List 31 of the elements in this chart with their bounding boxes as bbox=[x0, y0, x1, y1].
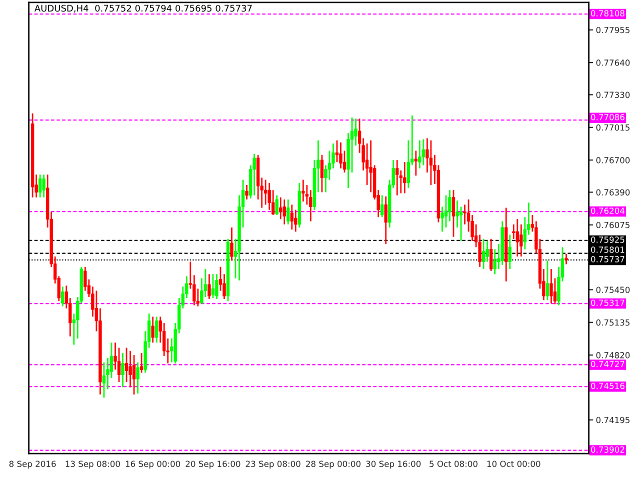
x-tick-label: 20 Sep 16:00 bbox=[186, 460, 240, 469]
x-tick-label: 10 Oct 00:00 bbox=[487, 460, 540, 467]
y-tick-label: 0.77640 bbox=[596, 60, 630, 66]
x-tick-label: 23 Sep 08:00 bbox=[246, 460, 300, 469]
y-tick-label: 0.74820 bbox=[596, 352, 630, 358]
y-tick-label: 0.77955 bbox=[596, 26, 630, 34]
y-tick-label: 0.75135 bbox=[596, 319, 630, 326]
y-tick-label: 0.76075 bbox=[596, 222, 630, 228]
x-tick-label: 30 Sep 16:00 bbox=[366, 460, 421, 469]
ref-line-label: 0.74516 bbox=[591, 382, 624, 390]
x-tick-label: 5 Oct 08:00 bbox=[430, 460, 478, 467]
ref-line-label: 0.75737 bbox=[591, 256, 624, 262]
chart-title: AUDUSD,H4 0.75752 0.75794 0.75695 0.75737 bbox=[34, 4, 252, 13]
y-tick-label: 0.76390 bbox=[596, 189, 630, 196]
ref-line-label: 0.73902 bbox=[591, 446, 624, 453]
x-tick-label: 28 Sep 00:00 bbox=[306, 460, 360, 469]
ref-line-label: 0.74727 bbox=[591, 360, 624, 368]
ref-line-label: 0.77086 bbox=[591, 114, 624, 120]
ref-line-label: 0.78108 bbox=[591, 10, 624, 16]
ref-line-label: 0.75801 bbox=[591, 246, 624, 253]
ref-line-label: 0.76204 bbox=[591, 208, 624, 214]
y-tick-label: 0.77015 bbox=[596, 124, 630, 131]
ref-line-label: 0.75317 bbox=[591, 300, 624, 306]
x-tick-label: 8 Sep 2016 bbox=[9, 460, 56, 469]
y-tick-label: 0.77330 bbox=[596, 92, 630, 98]
y-tick-label: 0.75450 bbox=[596, 286, 630, 293]
x-tick-label: 16 Sep 00:00 bbox=[126, 460, 180, 469]
x-tick-label: 13 Sep 08:00 bbox=[66, 460, 120, 469]
y-tick-label: 0.74195 bbox=[596, 416, 630, 424]
y-tick-label: 0.76700 bbox=[596, 157, 630, 164]
ref-line-label: 0.75925 bbox=[591, 236, 624, 243]
